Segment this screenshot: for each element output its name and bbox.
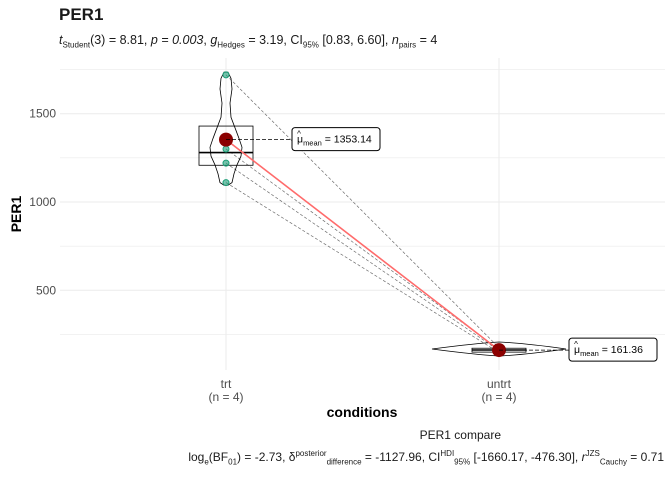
mean-connecting-line (225, 139, 500, 351)
data-point-trt (222, 71, 230, 79)
mean-label-untrt: μmean = 161.36 (574, 344, 643, 358)
chart-title: PER1 (59, 5, 104, 24)
violin-untrt (431, 341, 567, 357)
chart-caption: loge(BF01) = -2.73, δposteriordifference… (188, 449, 664, 467)
x-tick-n-label: (n = 4) (481, 390, 516, 404)
mean-label-trt-box (291, 127, 381, 152)
data-point-trt (222, 159, 230, 167)
mean-label-untrt-box (568, 337, 658, 362)
x-axis-title: conditions (327, 404, 398, 420)
paired-line (225, 162, 500, 351)
data-point-trt (222, 179, 230, 187)
mean-label-untrt-hat: ^ (574, 340, 578, 349)
mean-label-trt-hat: ^ (297, 130, 301, 139)
paired-line (225, 182, 500, 353)
x-tick-label: trt (221, 377, 232, 391)
y-tick-label: 500 (36, 283, 56, 297)
caption-title: PER1 compare (419, 428, 501, 442)
y-tick-label: 1000 (29, 195, 56, 209)
x-tick-label: untrt (487, 377, 512, 391)
paired-line (225, 148, 500, 350)
y-axis-title: PER1 (8, 196, 24, 233)
paired-line (225, 74, 500, 348)
mean-label-trt: μmean = 1353.14 (297, 134, 372, 148)
x-tick-n-label: (n = 4) (208, 390, 243, 404)
y-tick-label: 1500 (29, 107, 56, 121)
data-point-trt (222, 145, 230, 153)
chart-subtitle: tStudent(3) = 8.81, p = 0.003, gHedges =… (59, 33, 438, 50)
